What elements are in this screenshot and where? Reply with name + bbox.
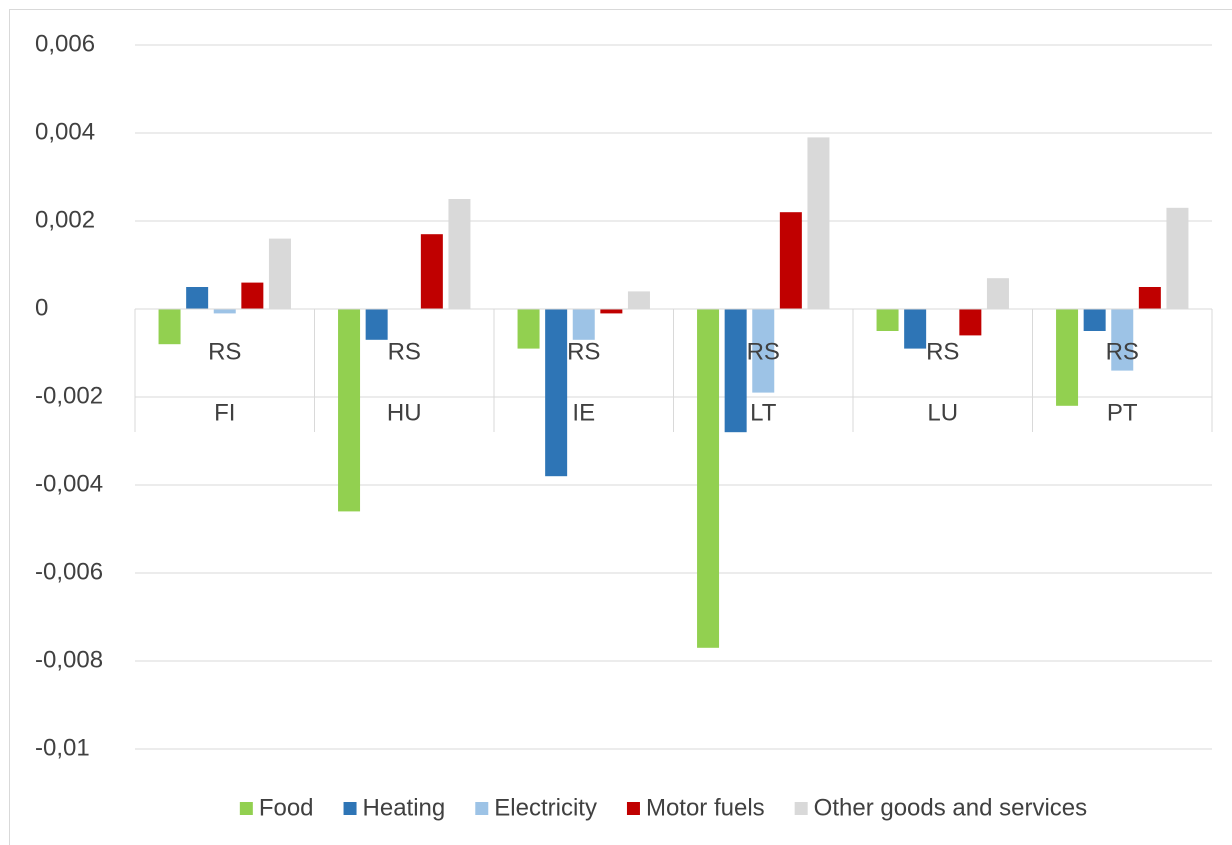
- group-label: PT: [1107, 399, 1138, 426]
- x-tick-label: RS: [1106, 338, 1139, 365]
- bar: [779, 212, 802, 309]
- group-label: LT: [750, 399, 777, 426]
- legend-swatch: [343, 802, 357, 815]
- legend-label: Motor fuels: [646, 794, 765, 821]
- bar: [545, 309, 568, 477]
- group-label: LU: [927, 399, 958, 426]
- bar: [697, 309, 720, 648]
- bar: [986, 278, 1009, 309]
- y-tick-label: 0,004: [35, 118, 95, 145]
- bar: [1111, 309, 1134, 371]
- bar: [1056, 309, 1079, 406]
- x-tick-label: RS: [567, 338, 600, 365]
- y-tick-label: -0,004: [35, 470, 103, 497]
- legend-label: Electricity: [494, 794, 597, 821]
- y-tick-label: -0,006: [35, 558, 103, 585]
- bar: [338, 309, 361, 512]
- group-label: HU: [387, 399, 422, 426]
- legend-swatch: [626, 802, 640, 815]
- bar: [158, 309, 181, 345]
- legend-swatch: [475, 802, 489, 815]
- bar: [876, 309, 899, 331]
- bar: [448, 199, 471, 309]
- bar: [268, 238, 291, 309]
- y-tick-label: -0,002: [35, 382, 103, 409]
- bar: [365, 309, 388, 340]
- bar: [904, 309, 927, 349]
- bar: [241, 282, 264, 309]
- legend-label: Food: [259, 794, 314, 821]
- legend-swatch: [239, 802, 253, 815]
- y-tick-label: 0,002: [35, 206, 95, 233]
- x-tick-label: RS: [747, 338, 780, 365]
- bar: [1083, 309, 1106, 331]
- bar: [627, 291, 650, 309]
- bar: [186, 287, 209, 309]
- bar: [213, 309, 236, 314]
- bar: [752, 309, 775, 393]
- bar: [959, 309, 982, 336]
- x-tick-label: RS: [388, 338, 421, 365]
- group-label: FI: [214, 399, 235, 426]
- y-tick-label: -0,008: [35, 646, 103, 673]
- bar: [724, 309, 747, 433]
- bar: [600, 309, 623, 314]
- group-label: IE: [572, 399, 595, 426]
- bar: [1138, 287, 1161, 309]
- legend-label: Heating: [363, 794, 446, 821]
- y-tick-label: -0,01: [35, 734, 90, 761]
- chart-frame: [9, 9, 1232, 845]
- bar: [420, 234, 443, 309]
- bar: [1166, 207, 1189, 309]
- bar: [517, 309, 540, 349]
- legend-label: Other goods and services: [814, 794, 1087, 821]
- bar: [572, 309, 595, 340]
- legend-swatch: [794, 802, 808, 815]
- y-tick-label: 0,006: [35, 30, 95, 57]
- bar: [807, 137, 830, 309]
- y-tick-label: 0: [35, 294, 48, 321]
- x-tick-label: RS: [208, 338, 241, 365]
- x-tick-label: RS: [926, 338, 959, 365]
